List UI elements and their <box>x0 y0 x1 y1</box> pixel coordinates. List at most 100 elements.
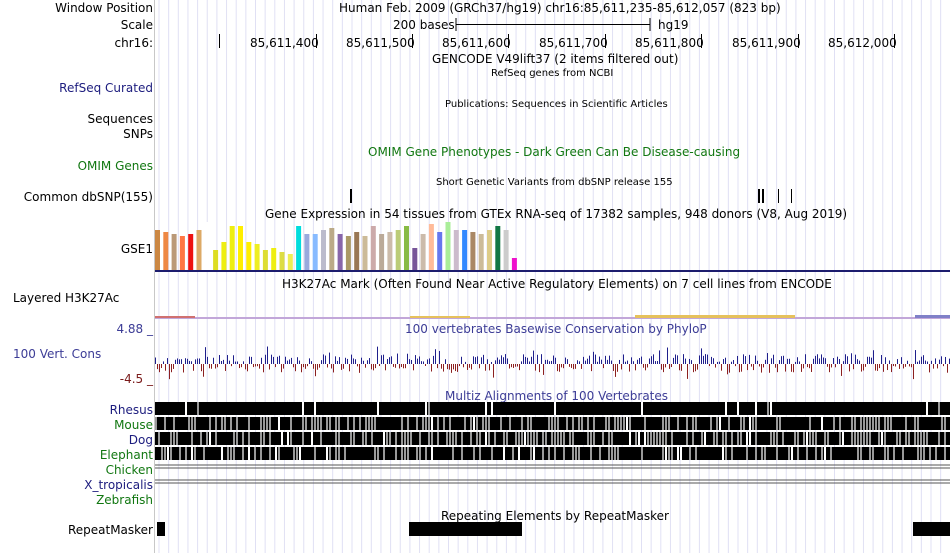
alignment-block <box>731 432 733 445</box>
alignment-block <box>767 402 769 415</box>
cons-bar <box>643 364 644 368</box>
alignment-block <box>485 417 487 430</box>
gtex-expression-bars[interactable] <box>155 220 950 272</box>
species-label-mouse[interactable]: Mouse <box>114 418 153 432</box>
cons-bar <box>273 356 274 364</box>
species-label-rhesus[interactable]: Rhesus <box>109 403 153 417</box>
cons-bar <box>185 358 186 364</box>
h3k27ac-label[interactable]: Layered H3K27Ac <box>13 291 120 305</box>
alignment-block <box>419 447 421 460</box>
gencode-title: GENCODE V49lift37 (2 items filtered out) <box>432 52 679 66</box>
alignment-block <box>170 432 172 445</box>
cons-bar <box>375 364 376 369</box>
repeatmasker-elements[interactable] <box>155 521 950 537</box>
alignment-block <box>320 432 322 445</box>
alignment-block <box>839 432 841 445</box>
gtex-gene-label[interactable]: GSE1 <box>120 242 153 256</box>
cons-bar <box>467 364 468 370</box>
alignment-block <box>335 417 337 430</box>
alignment-block <box>725 402 727 415</box>
cons-bar <box>633 361 634 364</box>
alignment-block <box>530 432 532 445</box>
alignment-block <box>476 417 478 430</box>
alignment-block <box>488 417 490 430</box>
cons-bar <box>489 364 490 371</box>
alignment-block <box>236 432 238 445</box>
alignment-block <box>278 447 280 460</box>
alignment-block <box>155 402 950 415</box>
cons-bar <box>485 364 486 371</box>
alignment-block <box>215 417 217 430</box>
cons-bar <box>439 350 440 364</box>
repeatmasker-label[interactable]: RepeatMasker <box>67 523 153 537</box>
cons-bar <box>889 360 890 364</box>
cons-label[interactable]: 100 Vert. Cons <box>13 347 102 361</box>
cons-bar <box>591 364 592 372</box>
alignment-block <box>809 417 811 430</box>
h3k27ac-signal[interactable] <box>155 300 950 322</box>
cons-bar <box>265 354 266 364</box>
alignment-block <box>485 432 487 445</box>
cons-bar <box>313 364 314 369</box>
alignment-block <box>221 447 223 460</box>
cons-bar <box>635 364 636 371</box>
alignment-block <box>590 447 592 460</box>
alignment-block <box>695 447 697 460</box>
cons-bar <box>545 359 546 364</box>
cons-bar <box>163 361 164 364</box>
cons-bar <box>481 357 482 364</box>
alignment-block <box>158 432 160 445</box>
multiz-alignments[interactable] <box>155 401 950 493</box>
cons-bar <box>789 358 790 364</box>
alignment-block <box>878 432 880 445</box>
cons-bar <box>661 364 662 370</box>
cons-bar <box>249 356 250 364</box>
alignment-block <box>512 447 514 460</box>
phylop-conservation-plot[interactable] <box>155 334 950 384</box>
alignment-block <box>482 417 484 430</box>
alignment-block <box>608 417 610 430</box>
species-label-elephant[interactable]: Elephant <box>99 448 153 462</box>
cons-bar <box>181 359 182 364</box>
cons-bar <box>213 357 214 364</box>
ruler-tick <box>219 34 220 48</box>
omim-genes-label[interactable]: OMIM Genes <box>77 159 153 173</box>
cons-bar <box>309 358 310 364</box>
cons-bar <box>507 358 508 364</box>
alignment-block <box>242 432 244 445</box>
snps-label[interactable]: SNPs <box>123 127 153 141</box>
dbsnp-variants[interactable] <box>155 188 950 204</box>
sequences-label[interactable]: Sequences <box>87 112 153 126</box>
cons-bar <box>657 361 658 364</box>
cons-bar <box>723 359 724 364</box>
cons-bar <box>501 355 502 364</box>
cons-bar <box>687 364 688 379</box>
alignment-block <box>884 447 886 460</box>
alignment-block <box>665 432 667 445</box>
cons-bar <box>333 364 334 373</box>
species-label-x_tropicalis[interactable]: X_tropicalis <box>84 478 153 492</box>
cons-bar <box>729 364 730 373</box>
alignment-block <box>869 447 871 460</box>
alignment-block <box>746 447 748 460</box>
scale-assembly: hg19 <box>658 18 689 32</box>
alignment-block <box>815 432 817 445</box>
snp-mark <box>350 189 352 203</box>
alignment-block <box>719 417 721 430</box>
alignment-block <box>857 432 859 445</box>
alignment-block <box>710 417 712 430</box>
species-label-dog[interactable]: Dog <box>128 433 153 447</box>
cons-bar <box>785 364 786 372</box>
cons-bar <box>641 356 642 364</box>
cons-bar <box>315 364 316 377</box>
cons-bar <box>831 364 832 368</box>
alignment-block <box>407 447 409 460</box>
species-label-chicken[interactable]: Chicken <box>105 463 153 477</box>
dbsnp-label[interactable]: Common dbSNP(155) <box>23 190 153 204</box>
alignment-block <box>542 447 544 460</box>
ruler-tick-label: 85,611,700 <box>539 36 608 50</box>
species-label-zebrafish[interactable]: Zebrafish <box>96 493 153 507</box>
cons-bar <box>425 364 426 367</box>
refseq-curated-label[interactable]: RefSeq Curated <box>59 81 153 95</box>
